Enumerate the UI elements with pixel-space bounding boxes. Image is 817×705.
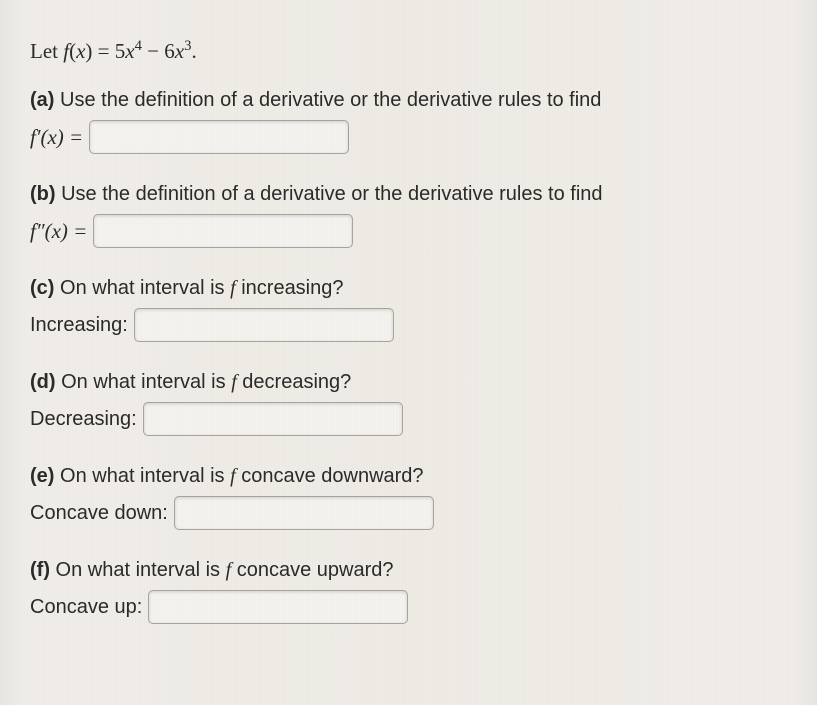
part-c-input[interactable] xyxy=(134,308,394,342)
part-b-prompt: (b) Use the definition of a derivative o… xyxy=(30,180,787,208)
part-f-answer-row: Concave up: xyxy=(30,590,787,624)
part-a-label: (a) xyxy=(30,89,54,111)
part-c-answer-row: Increasing: xyxy=(30,308,787,342)
part-d-prompt: (d) On what interval is f decreasing? xyxy=(30,368,787,396)
part-d-answer-row: Decreasing: xyxy=(30,402,787,436)
part-e: (e) On what interval is f concave downwa… xyxy=(30,462,787,530)
part-b-input[interactable] xyxy=(93,214,353,248)
part-f-label: (f) xyxy=(30,559,50,581)
part-f-answer-label: Concave up: xyxy=(30,593,142,621)
part-b-answer-label: f″(x) = xyxy=(30,217,87,246)
part-a-answer-label: f′(x) = xyxy=(30,123,83,152)
part-c: (c) On what interval is f increasing? In… xyxy=(30,274,787,342)
part-b-label: (b) xyxy=(30,183,56,205)
part-f: (f) On what interval is f concave upward… xyxy=(30,556,787,624)
part-e-text: On what interval is f concave downward? xyxy=(60,465,424,487)
part-b: (b) Use the definition of a derivative o… xyxy=(30,180,787,248)
part-c-prompt: (c) On what interval is f increasing? xyxy=(30,274,787,302)
part-f-prompt: (f) On what interval is f concave upward… xyxy=(30,556,787,584)
part-e-label: (e) xyxy=(30,465,54,487)
part-f-text: On what interval is f concave upward? xyxy=(56,559,394,581)
part-b-answer-row: f″(x) = xyxy=(30,214,787,248)
part-a-text: Use the definition of a derivative or th… xyxy=(60,89,601,111)
part-e-answer-label: Concave down: xyxy=(30,499,168,527)
part-a: (a) Use the definition of a derivative o… xyxy=(30,86,787,154)
part-b-text: Use the definition of a derivative or th… xyxy=(61,183,602,205)
part-a-input[interactable] xyxy=(89,120,349,154)
part-d-label: (d) xyxy=(30,371,56,393)
part-c-text: On what interval is f increasing? xyxy=(60,277,343,299)
part-a-prompt: (a) Use the definition of a derivative o… xyxy=(30,86,787,114)
part-c-label: (c) xyxy=(30,277,54,299)
part-d-input[interactable] xyxy=(143,402,403,436)
part-c-answer-label: Increasing: xyxy=(30,311,128,339)
part-d-answer-label: Decreasing: xyxy=(30,405,137,433)
part-d: (d) On what interval is f decreasing? De… xyxy=(30,368,787,436)
part-d-text: On what interval is f decreasing? xyxy=(61,371,351,393)
part-f-input[interactable] xyxy=(148,590,408,624)
part-a-answer-row: f′(x) = xyxy=(30,120,787,154)
part-e-input[interactable] xyxy=(174,496,434,530)
question-page: Let f(x) = 5x4 − 6x3. (a) Use the defini… xyxy=(0,0,817,670)
part-e-answer-row: Concave down: xyxy=(30,496,787,530)
function-definition: Let f(x) = 5x4 − 6x3. xyxy=(30,36,787,66)
part-e-prompt: (e) On what interval is f concave downwa… xyxy=(30,462,787,490)
